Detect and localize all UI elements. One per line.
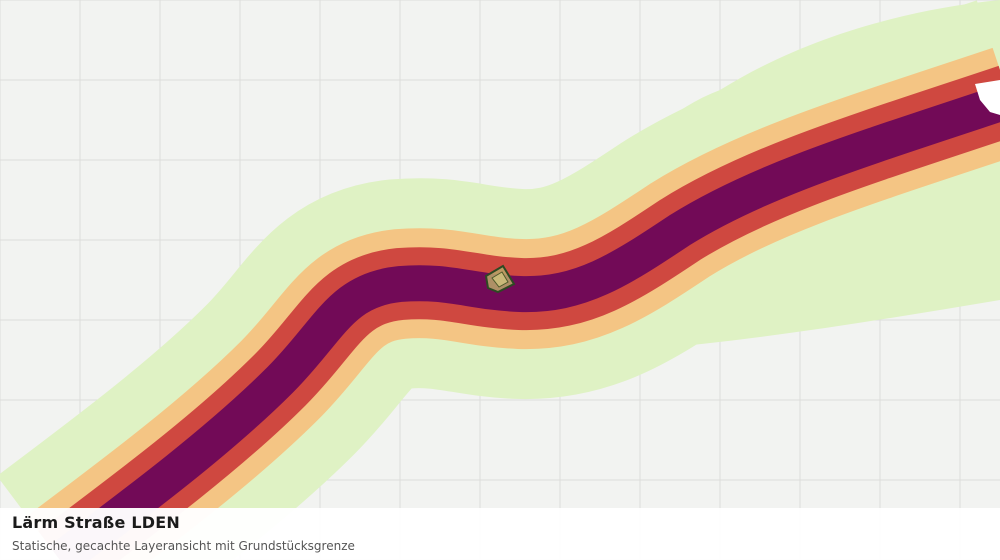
map-subtitle: Statische, gecachte Layeransicht mit Gru… [12,539,355,553]
noise-band-4 [49,84,1000,560]
map-caption: Lärm Straße LDEN Statische, gecachte Lay… [0,508,1000,560]
map-tile-gap [975,80,1000,115]
map-title: Lärm Straße LDEN [12,513,180,532]
property-parcel[interactable] [484,264,516,294]
parcel-inner-building [491,271,509,288]
